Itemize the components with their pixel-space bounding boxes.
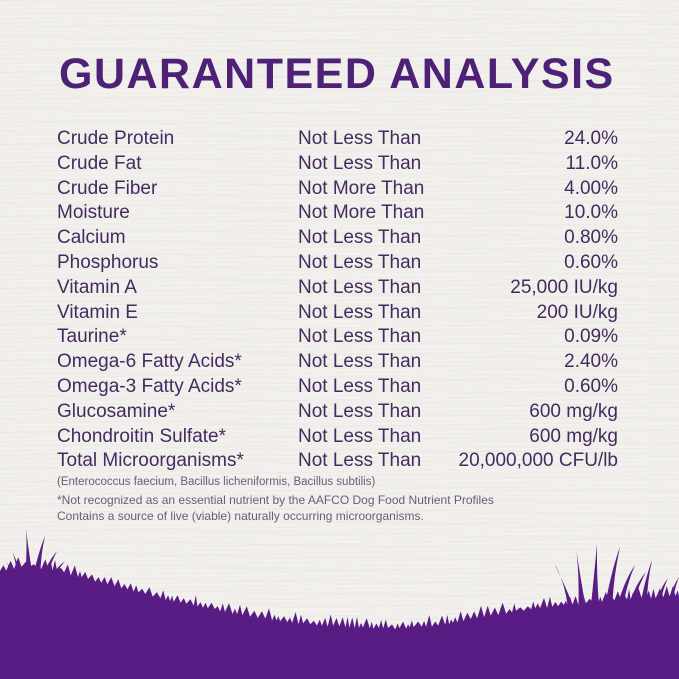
table-row: Crude Fiber Not More Than 4.00% [57,177,618,202]
analysis-table: Crude Protein Not Less Than 24.0% Crude … [57,127,618,474]
basis-label: Not More Than [298,177,425,199]
table-row: Vitamin E Not Less Than 200 IU/kg [57,301,618,326]
table-row: Vitamin A Not Less Than 25,000 IU/kg [57,276,618,301]
grass-blade [605,547,620,603]
grass-blades [5,528,679,608]
nutrient-name: Total Microorganisms* [57,450,244,472]
grass-blade [641,560,652,601]
grass-blade [591,544,599,605]
table-row: Glucosamine* Not Less Than 600 mg/kg [57,400,618,425]
table-row: Chondroitin Sulfate* Not Less Than 600 m… [57,425,618,450]
nutrient-value: 2.40% [564,351,618,373]
nutrient-value: 600 mg/kg [529,400,618,422]
nutrient-value: 0.60% [564,375,618,397]
basis-label: Not Less Than [298,400,422,422]
nutrient-name: Crude Protein [57,128,175,149]
table-row: Phosphorus Not Less Than 0.60% [57,251,618,276]
grass-blade [33,536,45,574]
nutrient-name: Crude Fiber [57,177,158,199]
basis-label: Not Less Than [298,351,422,373]
grass-hill-silhouette [0,557,679,679]
basis-label: Not Less Than [298,375,422,397]
nutrient-name: Taurine* [57,326,127,348]
nutrient-name: Omega-6 Fatty Acids* [57,351,242,373]
nutrient-name: Calcium [57,227,126,249]
grass-blade [576,549,586,606]
nutrient-value: 4.00% [564,177,618,199]
nutrient-name: Phosphorus [57,251,159,273]
microorganisms-note: (Enterococcus faecium, Bacillus lichenif… [57,476,376,488]
table-row: Omega-6 Fatty Acids* Not Less Than 2.40% [57,350,618,375]
table-row: Omega-3 Fatty Acids* Not Less Than 0.60% [57,375,618,400]
nutrient-name: Crude Fat [57,152,142,174]
nutrient-name: Chondroitin Sulfate* [57,425,226,447]
basis-label: Not Less Than [298,152,422,174]
nutrient-value: 25,000 IU/kg [510,276,618,298]
basis-label: Not Less Than [298,301,422,323]
nutrient-name: Moisture [57,202,130,224]
nutrient-value: 0.60% [564,251,618,273]
grass-blade [656,578,668,600]
table-row: Total Microorganisms* Not Less Than 20,0… [57,449,618,474]
nutrient-value: 20,000,000 CFU/lb [458,450,619,472]
nutrient-value: 10.0% [564,202,618,224]
table-row: Moisture Not More Than 10.0% [57,201,618,226]
basis-label: Not Less Than [298,450,422,472]
footnotes: *Not recognized as an essential nutrient… [57,493,494,524]
basis-label: Not Less Than [298,276,422,298]
nutrient-value: 600 mg/kg [529,425,618,447]
grass-blade [668,577,679,599]
grass-blade [629,572,646,602]
basis-label: Not More Than [298,202,425,224]
grass-blade [618,565,635,603]
nutrient-name: Vitamin E [57,301,138,323]
nutrient-value: 11.0% [565,152,618,174]
basis-label: Not Less Than [298,128,422,149]
grass-blade [42,551,57,577]
grass-blade [10,547,23,576]
nutrient-value: 24.0% [564,128,618,149]
footnote-line-2: Contains a source of live (viable) natur… [57,508,424,523]
table-row: Calcium Not Less Than 0.80% [57,226,618,251]
nutrient-name: Omega-3 Fatty Acids* [57,375,242,397]
basis-label: Not Less Than [298,326,422,348]
grass-blade [25,528,33,574]
grass-blade [554,563,574,608]
footnote-line-1: *Not recognized as an essential nutrient… [57,493,494,507]
nutrient-value: 0.09% [564,326,618,348]
grass-blade [5,559,16,578]
table-row: Taurine* Not Less Than 0.09% [57,325,618,350]
table-row: Crude Protein Not Less Than 24.0% [57,127,618,152]
basis-label: Not Less Than [298,425,422,447]
basis-label: Not Less Than [298,251,422,273]
table-row: Crude Fat Not Less Than 11.0% [57,152,618,177]
nutrient-value: 200 IU/kg [536,301,618,323]
nutrient-name: Glucosamine* [57,400,176,422]
page-title: GUARANTEED ANALYSIS [59,50,615,98]
basis-label: Not Less Than [298,227,422,249]
nutrient-value: 0.80% [564,227,618,249]
grass-blade [49,561,65,579]
nutrient-name: Vitamin A [57,276,137,298]
